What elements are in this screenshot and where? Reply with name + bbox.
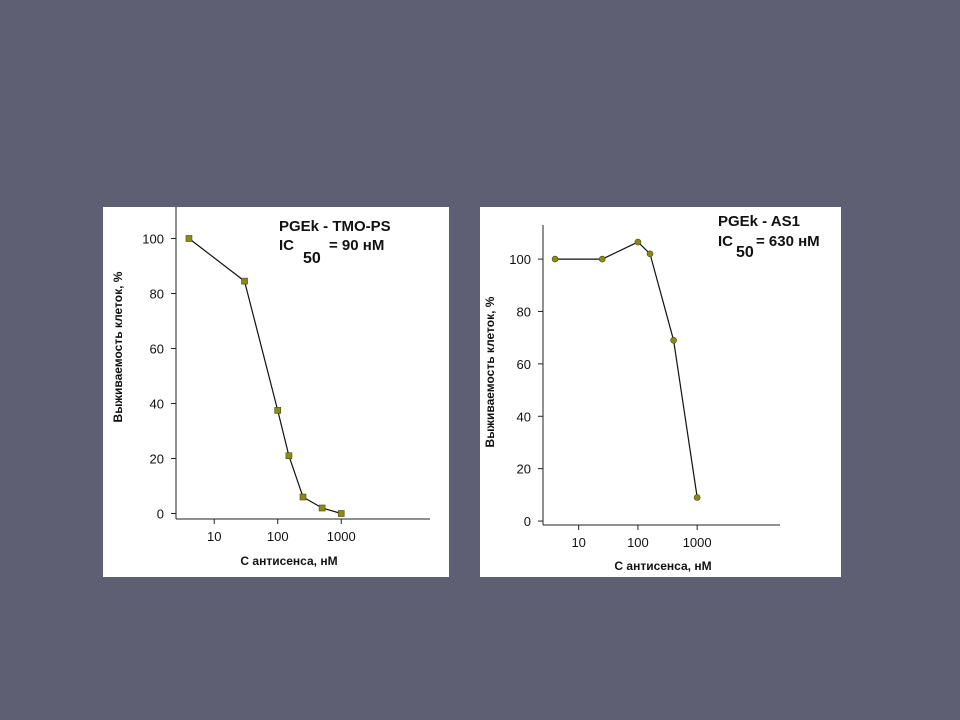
chart-title: PGEk - TMO-PS — [279, 218, 391, 235]
y-tick-label: 20 — [150, 452, 164, 467]
x-axis-title: С антисенса, нМ — [240, 554, 337, 568]
data-point — [646, 250, 654, 258]
y-tick-label: 0 — [157, 507, 164, 522]
x-tick-label: 10 — [207, 529, 221, 544]
data-point — [634, 238, 642, 246]
ic50-subscript: 50 — [736, 244, 754, 261]
data-point — [241, 277, 248, 285]
x-tick-label: 10 — [571, 535, 585, 550]
ic50-prefix: IC — [279, 237, 294, 254]
y-axis-title: Выживаемость клеток, % — [483, 296, 497, 447]
chart-panel-right: 0 20 40 60 80 100 10 100 1000 PGEk - AS1 IC 50 … — [480, 207, 841, 577]
series-line — [188, 238, 342, 515]
x-tick-label: 1000 — [327, 529, 356, 544]
ic50-prefix: IC — [718, 233, 733, 250]
data-point — [185, 235, 193, 242]
data-point — [337, 510, 345, 517]
data-point — [693, 494, 701, 501]
ic50-subscript: 50 — [303, 250, 321, 267]
data-point — [670, 336, 677, 344]
data-point — [299, 493, 307, 501]
y-tick-label: 80 — [517, 304, 531, 319]
x-tick-label: 100 — [267, 529, 289, 544]
y-tick-label: 20 — [517, 462, 531, 477]
data-point — [285, 452, 293, 460]
x-tick-label: 1000 — [683, 535, 712, 550]
y-tick-label: 100 — [509, 252, 531, 267]
y-tick-label: 40 — [517, 409, 531, 424]
y-tick-label: 40 — [150, 397, 164, 412]
data-point — [274, 407, 282, 414]
data-point — [551, 255, 559, 263]
y-tick-label: 60 — [517, 357, 531, 372]
data-point — [318, 504, 326, 512]
x-tick-label: 100 — [627, 535, 649, 550]
ic50-value: = 630 нМ — [756, 233, 820, 250]
chart-panel-left: 0 20 40 60 80 100 10 100 1000 PGEk - TMO-PS IC … — [103, 207, 449, 577]
chart-title: PGEk - AS1 — [718, 213, 800, 230]
x-axis-title: С антисенса, нМ — [614, 559, 711, 573]
series-line — [555, 241, 698, 498]
ic50-value: = 90 нМ — [329, 237, 384, 254]
y-tick-label: 80 — [150, 287, 164, 302]
y-tick-label: 60 — [150, 342, 164, 357]
data-point — [598, 255, 606, 263]
y-tick-label: 0 — [524, 514, 531, 529]
y-axis-title: Выживаемость клеток, % — [111, 271, 125, 422]
y-tick-label: 100 — [142, 232, 164, 247]
